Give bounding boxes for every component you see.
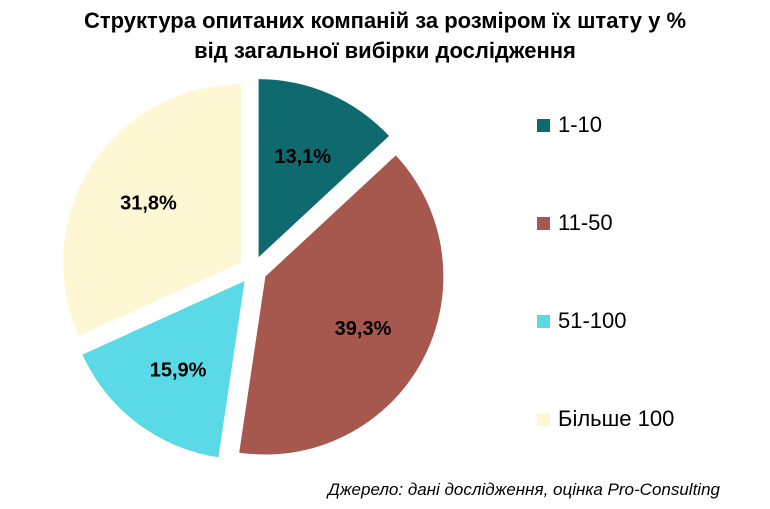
data-label-over-100: 31,8% xyxy=(120,193,177,215)
chart-title-line-2: від загальної вибірки дослідження xyxy=(194,38,576,63)
legend-label-over-100: Більше 100 xyxy=(558,406,675,431)
pie-slice-51-100 xyxy=(82,281,245,458)
pie-slice-11-50 xyxy=(239,155,444,455)
data-label-1-10: 13,1% xyxy=(274,146,331,168)
data-label-11-50: 39,3% xyxy=(335,318,392,340)
data-label-51-100: 15,9% xyxy=(150,359,207,381)
chart-title: Структура опитаних компаній за розміром … xyxy=(0,6,770,66)
pie-slice-1-10 xyxy=(258,79,390,258)
chart-title-line-1: Структура опитаних компаній за розміром … xyxy=(83,8,687,33)
legend-label-51-100: 51-100 xyxy=(558,308,627,333)
legend-swatch-1-10 xyxy=(537,118,550,132)
legend-item-51-100: 51-100 xyxy=(537,308,627,334)
legend-swatch-over-100 xyxy=(537,412,550,426)
legend-item-11-50: 11-50 xyxy=(537,210,613,236)
legend-label-1-10: 1-10 xyxy=(558,112,603,137)
legend-item-over-100: Більше 100 xyxy=(537,406,674,432)
legend-item-1-10: 1-10 xyxy=(537,112,602,138)
pie-slice-over-100 xyxy=(63,84,242,336)
source-note: Джерело: дані дослідження, оцінка Pro-Co… xyxy=(327,480,720,499)
legend-swatch-11-50 xyxy=(537,216,550,230)
legend-label-11-50: 11-50 xyxy=(558,210,613,235)
legend-swatch-51-100 xyxy=(537,314,550,328)
